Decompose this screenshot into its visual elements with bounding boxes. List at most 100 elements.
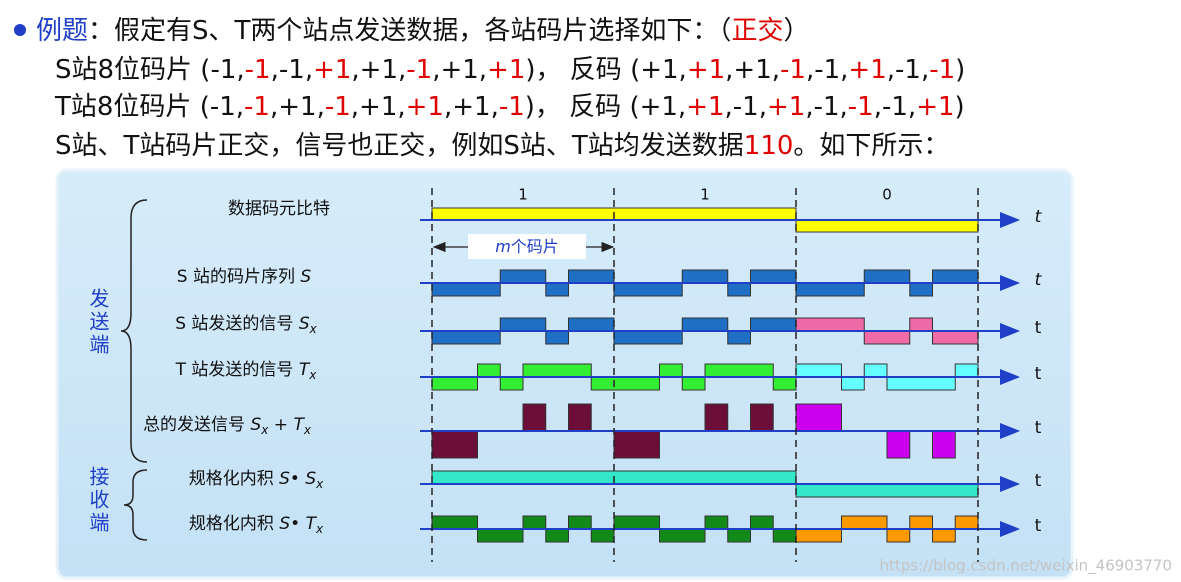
chip: -1 [814,55,841,85]
signal-pulse [499,317,547,332]
chip: +1 [766,92,806,122]
separator: , [316,92,325,122]
signal-pulse [681,269,729,284]
row-label: S 站发送的信号 Sx [175,314,317,336]
chip-span-text: 个码片 [511,237,559,256]
signal-pulse [499,269,547,284]
separator: , [397,92,406,122]
chip: -1 [244,55,271,85]
code-line: S站8位码片 (-1,-1,-1,+1,+1,-1,+1,+1)， 反码 (+1… [55,51,965,89]
signal-pulse [590,528,615,543]
chip: -1 [278,55,305,85]
code-line: T站8位码片 (-1,-1,+1,-1,+1,+1,+1,-1)， 反码 (+1… [55,88,965,126]
separator: , [805,92,814,122]
chip: +1 [452,92,491,122]
row-label-symbol: T [299,360,311,380]
signal-pulse [909,317,933,332]
signal-pulse [932,430,956,459]
separator: , [398,55,407,85]
separator: , [350,92,360,122]
separator: , [678,55,687,85]
signal-pulse [590,376,660,391]
row-label-symbol: S [305,469,316,489]
separator: , [840,55,849,85]
conclusion-line: S站、T站码片正交，信号也正交，例如S站、T站均发送数据110。如下所示： [55,127,949,165]
row-label: S 站的码片序列 S [177,267,312,287]
signal-pulse [932,528,956,543]
signal-pulse [863,330,911,345]
signal-pulse [727,528,751,543]
signal-pulse [886,376,956,391]
chip: +1 [359,92,398,122]
signal-pulse [795,219,979,233]
signal-pulse [863,269,911,284]
bullet [14,24,26,36]
chip: -1 [498,92,525,122]
row-label-sub: x [308,368,317,382]
code-text: ) [954,92,965,122]
signal-pulse [613,282,683,297]
signal-pulse [932,330,979,345]
row-label-text: S 站发送的信号 [175,314,299,334]
signal-pulse [704,515,729,530]
signal-pulse [795,282,865,297]
separator: , [839,92,848,122]
code-name: S站8位码片 ( [55,55,211,85]
separator: , [490,92,499,122]
row-label: 数据码元比特 [228,199,330,219]
signal-pulse [795,363,842,378]
chip: +1 [440,55,479,85]
row-label: 规格化内积 S• Sx [189,469,324,491]
signal-pulse [431,282,501,297]
watermark: https://blog.csdn.net/weixin_46903770 [879,557,1172,576]
signal-pulse [613,515,660,530]
chip: -1 [780,55,806,85]
axis-label: t [1035,207,1043,227]
axis-label: t [1035,471,1042,491]
chip: -1 [847,92,874,122]
bit-label: 0 [882,186,892,204]
signal-pulse [841,515,888,530]
side-label: 发送端 [86,288,110,357]
chip: +1 [686,92,725,122]
row-label-symbol: S [299,314,310,334]
intro-text: 假定有S、T两个站点发送数据，各站码片选择如下： [114,16,719,46]
row-label-sub: x [303,423,312,437]
chip: -1 [324,92,351,122]
signal-pulse [477,363,501,378]
signal-pulse [795,403,842,432]
row-label-text: • [290,514,305,534]
chip: +1 [916,92,955,122]
chip: -1 [244,92,270,122]
code-text: ) [955,55,966,85]
row-label-text: 规格化内积 [189,469,279,489]
conclusion-text: S站、T站码片正交，信号也正交，例如S站、T站均发送数据 [55,131,744,161]
brace [120,199,148,463]
signal-pulse [795,483,979,498]
signal-pulse [795,317,865,332]
row-label: T 站发送的信号 Tx [175,360,318,382]
separator: , [478,55,488,85]
separator: , [758,92,767,122]
row-label-text: 总的发送信号 [143,415,250,435]
signal-pulse [886,528,911,543]
separator: , [907,92,917,122]
signal-pulse [681,317,729,332]
chip-span-box [468,234,586,259]
signal-pulse [886,430,911,459]
chip: -1 [406,55,433,85]
signal-pulse [954,363,979,378]
separator: , [432,55,441,85]
separator: , [886,55,895,85]
chip: -1 [929,55,956,85]
waveforms [431,207,979,543]
intro-text: （ [718,16,732,46]
intro-highlight: 正交 [731,16,784,46]
signal-pulse [522,363,592,378]
chip: +1 [639,92,678,122]
signal-pulse [568,317,615,332]
separator: , [443,92,453,122]
separator: , [235,92,245,122]
